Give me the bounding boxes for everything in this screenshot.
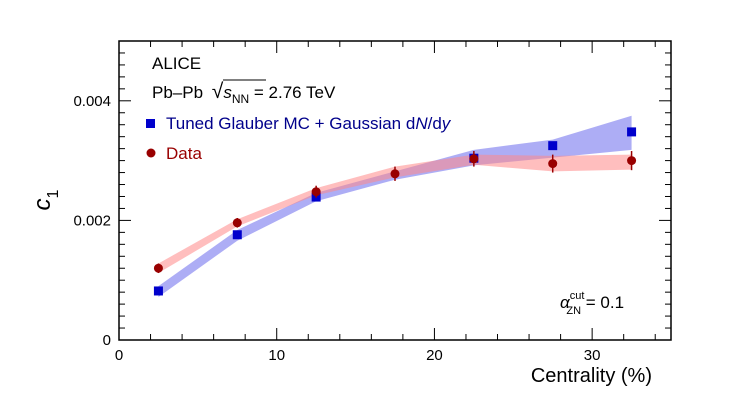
- x-tick-label: 10: [268, 347, 285, 364]
- data-point: [153, 263, 163, 273]
- legend-marker-data: [146, 148, 156, 158]
- model-point: [548, 141, 558, 151]
- data-points: [153, 127, 637, 296]
- model-point: [153, 286, 163, 296]
- y-tick-label: 0: [103, 332, 111, 349]
- band-model: [158, 115, 632, 297]
- band-data: [158, 154, 632, 274]
- axes: [118, 40, 672, 341]
- data-point: [390, 169, 400, 179]
- experiment-label: ALICE: [152, 54, 201, 73]
- x-tick-label: 0: [115, 347, 123, 364]
- data-point: [311, 187, 321, 197]
- x-axis-label: Centrality (%): [531, 365, 652, 387]
- system-label: Pb–Pb √sNN = 2.76 TeV: [152, 80, 336, 106]
- model-point: [232, 230, 242, 240]
- legend-label-model: Tuned Glauber MC + Gaussian dN/dy: [166, 114, 452, 133]
- data-point: [469, 154, 479, 164]
- x-tick-label: 20: [426, 347, 443, 364]
- x-tick-label: 30: [584, 347, 601, 364]
- plot-frame: [118, 40, 672, 341]
- data-point: [627, 156, 637, 166]
- y-axis-label: c1: [29, 189, 62, 210]
- uncertainty-bands: [158, 115, 632, 297]
- y-tick-label: 0.002: [73, 212, 111, 229]
- data-point: [548, 159, 558, 169]
- legend-marker-model: [146, 119, 155, 128]
- data-point: [232, 218, 242, 228]
- ticks: 0 10 20 30 0 0.002 0.004: [73, 40, 671, 364]
- legend-label-data: Data: [166, 144, 202, 163]
- alpha-annotation: αcut ZN = 0.1: [560, 290, 624, 317]
- model-point: [627, 127, 637, 137]
- y-tick-label: 0.004: [73, 93, 111, 110]
